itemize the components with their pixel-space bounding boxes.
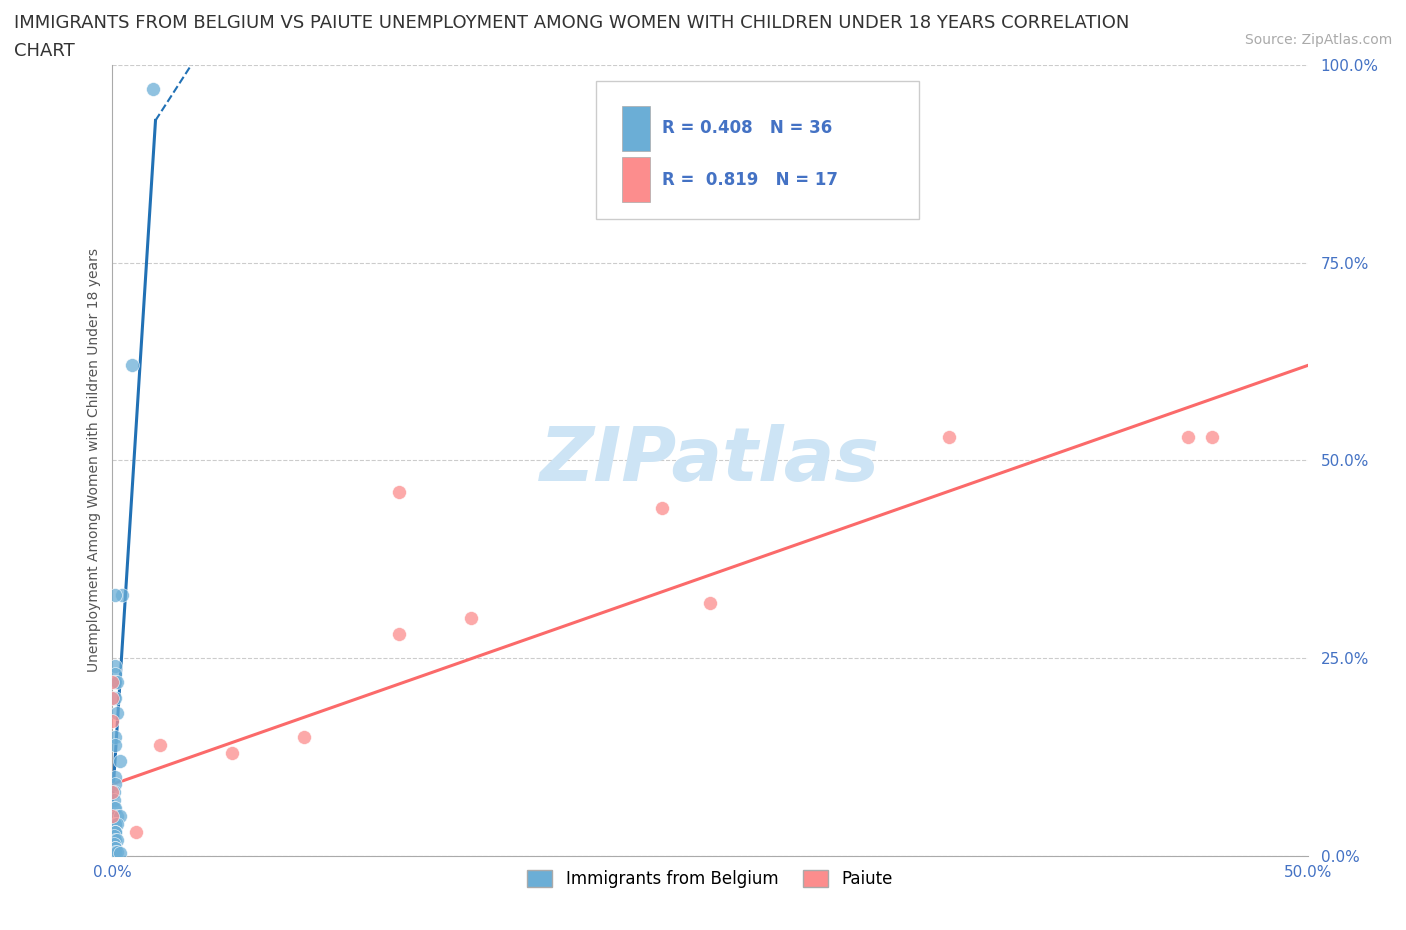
Text: Source: ZipAtlas.com: Source: ZipAtlas.com bbox=[1244, 33, 1392, 46]
Point bbox=[105, 706, 128, 721]
Point bbox=[104, 658, 127, 673]
Point bbox=[104, 841, 127, 856]
Point bbox=[105, 832, 128, 847]
Point bbox=[104, 801, 127, 816]
Point bbox=[938, 430, 960, 445]
Point bbox=[103, 801, 125, 816]
Point bbox=[104, 674, 127, 689]
Point bbox=[699, 595, 721, 610]
Point bbox=[108, 845, 131, 860]
Point bbox=[104, 588, 127, 603]
Point bbox=[651, 500, 673, 515]
FancyBboxPatch shape bbox=[621, 157, 651, 202]
Point bbox=[104, 832, 127, 847]
FancyBboxPatch shape bbox=[621, 106, 651, 151]
Point bbox=[103, 829, 125, 844]
Point bbox=[1177, 430, 1199, 445]
Point bbox=[105, 809, 128, 824]
Point bbox=[104, 825, 127, 840]
Point bbox=[101, 785, 124, 800]
Point bbox=[103, 836, 125, 851]
Point bbox=[103, 792, 125, 807]
Point bbox=[104, 729, 127, 744]
FancyBboxPatch shape bbox=[596, 81, 920, 219]
Point bbox=[104, 844, 127, 859]
Point bbox=[104, 769, 127, 784]
Point bbox=[104, 690, 127, 705]
Point bbox=[104, 825, 127, 840]
Point bbox=[103, 785, 125, 800]
Point bbox=[101, 714, 124, 729]
Point bbox=[292, 729, 315, 744]
Text: R = 0.408   N = 36: R = 0.408 N = 36 bbox=[662, 119, 832, 138]
Point bbox=[149, 737, 172, 752]
Y-axis label: Unemployment Among Women with Children Under 18 years: Unemployment Among Women with Children U… bbox=[87, 248, 101, 672]
Point bbox=[105, 844, 128, 859]
Point bbox=[104, 737, 127, 752]
Point bbox=[104, 666, 127, 681]
Text: ZIPatlas: ZIPatlas bbox=[540, 424, 880, 497]
Point bbox=[104, 777, 127, 792]
Point bbox=[105, 817, 128, 831]
Point bbox=[104, 841, 127, 856]
Point bbox=[121, 358, 143, 373]
Text: R =  0.819   N = 17: R = 0.819 N = 17 bbox=[662, 171, 838, 189]
Point bbox=[460, 611, 482, 626]
Point bbox=[104, 825, 127, 840]
Point bbox=[108, 809, 131, 824]
Point bbox=[388, 627, 411, 642]
Point bbox=[142, 82, 165, 97]
Legend: Immigrants from Belgium, Paiute: Immigrants from Belgium, Paiute bbox=[520, 863, 900, 895]
Point bbox=[104, 817, 127, 831]
Point bbox=[105, 674, 128, 689]
Point bbox=[104, 817, 127, 831]
Point bbox=[101, 690, 124, 705]
Point bbox=[101, 674, 124, 689]
Point bbox=[388, 485, 411, 499]
Point bbox=[108, 753, 131, 768]
Point bbox=[111, 588, 134, 603]
Point bbox=[221, 746, 243, 761]
Point bbox=[125, 825, 148, 840]
Text: CHART: CHART bbox=[14, 42, 75, 60]
Point bbox=[1201, 430, 1223, 445]
Text: IMMIGRANTS FROM BELGIUM VS PAIUTE UNEMPLOYMENT AMONG WOMEN WITH CHILDREN UNDER 1: IMMIGRANTS FROM BELGIUM VS PAIUTE UNEMPL… bbox=[14, 14, 1129, 32]
Point bbox=[101, 809, 124, 824]
